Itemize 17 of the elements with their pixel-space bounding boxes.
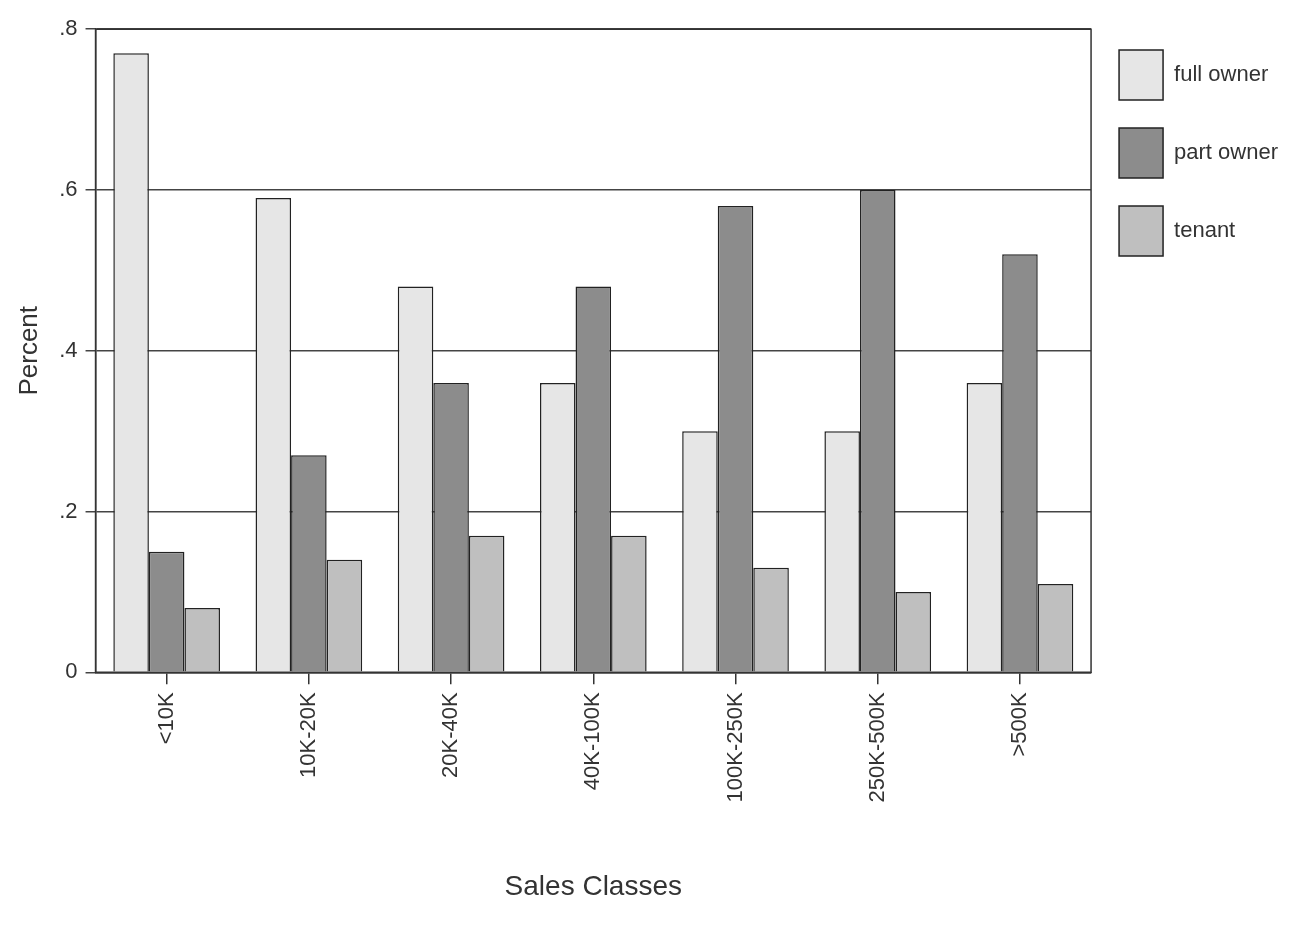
x-tick-label: >500K [1006,691,1032,757]
y-tick-label: .2 [59,497,78,523]
y-tick-label: .6 [59,176,78,202]
legend-label: tenant [1174,217,1236,243]
y-tick-label: .4 [59,336,78,362]
x-tick-label: 40K-100K [579,692,605,791]
x-tick-label: 250K-500K [863,692,889,803]
y-tick-label: .8 [59,15,78,41]
x-tick-label: 100K-250K [721,692,747,803]
x-tick-label: 10K-20K [294,692,320,778]
x-tick-label: <10K [152,692,178,745]
x-axis-title: Sales Classes [504,869,683,901]
y-tick-label: 0 [65,658,78,684]
y-axis-title: Percent [12,305,43,396]
legend-label: full owner [1174,61,1269,87]
legend-label: part owner [1174,139,1279,165]
x-tick-label: 20K-40K [437,692,463,778]
